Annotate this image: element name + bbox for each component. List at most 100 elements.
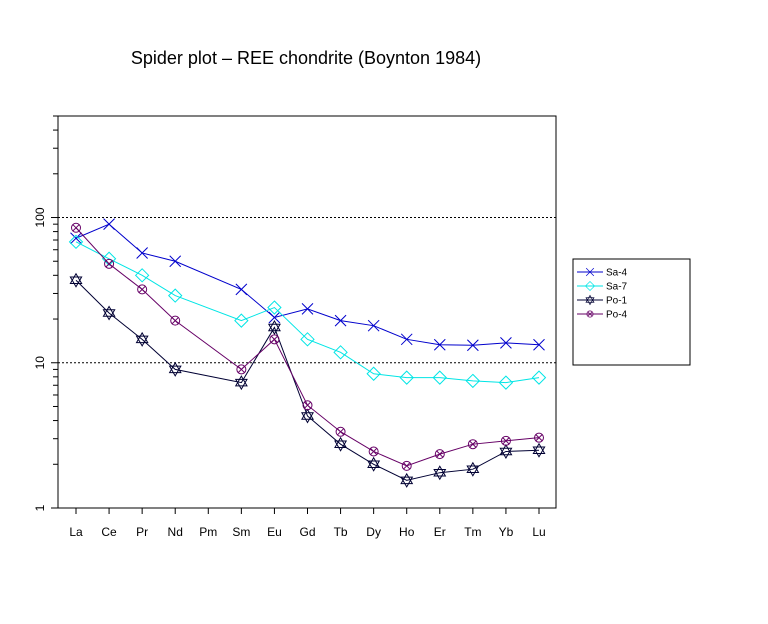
- point-sa-4-la: [70, 232, 82, 245]
- x-tick-label-ho: Ho: [399, 525, 415, 539]
- legend: Sa-4 Sa-7 Po-1 Po-4: [572, 258, 691, 366]
- x-tick-label-gd: Gd: [299, 525, 315, 539]
- series-line-po-1: [75, 279, 540, 481]
- x-tick-label-la: La: [69, 525, 83, 539]
- point-sa-7-tm: [465, 373, 481, 389]
- point-sa-7-er: [432, 370, 447, 385]
- x-tick-label-tb: Tb: [334, 525, 348, 539]
- point-sa-4-sm: [235, 283, 248, 296]
- point-po-4-eu: [269, 334, 280, 345]
- point-po-4-tb: [335, 426, 346, 437]
- series-layer: [68, 218, 547, 488]
- x-tick-label-pr: Pr: [136, 525, 148, 539]
- point-sa-4-nd: [169, 255, 182, 268]
- series-line-sa-7: [75, 241, 540, 384]
- legend-label-po-4: Po-4: [606, 310, 628, 321]
- point-sa-7-pr: [134, 268, 150, 283]
- point-po-1-eu: [267, 319, 281, 335]
- legend-marker-po-1: [585, 294, 595, 306]
- series-sa-7: [68, 234, 547, 390]
- legend-label-sa-4: Sa-4: [606, 268, 628, 279]
- point-sa-4-dy: [367, 319, 380, 332]
- point-po-1-nd: [168, 361, 182, 377]
- legend-box: [572, 258, 691, 366]
- point-sa-7-dy: [366, 366, 381, 381]
- point-sa-4-yb: [500, 337, 512, 349]
- plot-frame: [57, 115, 557, 509]
- y-tick-label: 100: [33, 207, 47, 227]
- legend-marker-sa-4: [585, 267, 595, 277]
- point-po-1-er: [433, 465, 447, 481]
- point-po-1-ce: [102, 305, 116, 321]
- point-sa-7-eu: [267, 300, 282, 315]
- point-sa-4-ho: [400, 333, 413, 346]
- point-sa-4-er: [433, 338, 446, 351]
- point-sa-7-ce: [101, 251, 117, 266]
- x-tick-label-er: Er: [434, 525, 446, 539]
- point-po-4-dy: [368, 446, 379, 457]
- legend-label-po-1: Po-1: [606, 296, 628, 307]
- point-po-1-la: [69, 272, 83, 288]
- x-tick-label-nd: Nd: [168, 525, 183, 539]
- x-tick-label-lu: Lu: [532, 525, 545, 539]
- x-tick-label-yb: Yb: [499, 525, 514, 539]
- point-po-1-tm: [466, 461, 480, 477]
- x-tick-label-ce: Ce: [101, 525, 117, 539]
- point-po-4-la: [71, 222, 81, 233]
- point-sa-4-tb: [334, 314, 347, 327]
- y-tick-label: 1: [33, 504, 47, 511]
- point-po-4-gd: [302, 400, 313, 411]
- point-sa-4-pr: [136, 247, 148, 259]
- point-sa-4-ce: [103, 218, 115, 231]
- series-po-1: [69, 272, 546, 488]
- legend-item-sa-4: Sa-4: [577, 268, 628, 279]
- point-sa-4-tm: [467, 339, 479, 352]
- legend-item-po-4: Po-4: [577, 310, 628, 321]
- legend-item-po-1: Po-1: [577, 294, 628, 307]
- point-sa-4-lu: [533, 338, 545, 351]
- point-sa-7-tb: [333, 345, 348, 360]
- point-po-1-tb: [334, 436, 348, 452]
- point-sa-7-sm: [234, 313, 249, 328]
- legend-marker-sa-7: [584, 280, 596, 292]
- chart-title: Spider plot – REE chondrite (Boynton 198…: [131, 48, 481, 68]
- point-po-1-sm: [234, 375, 248, 391]
- x-tick-label-dy: Dy: [366, 525, 381, 539]
- point-po-4-ho: [401, 460, 412, 471]
- point-sa-7-yb: [498, 375, 514, 390]
- series-line-sa-4: [75, 223, 540, 346]
- point-po-4-er: [434, 449, 445, 460]
- point-sa-7-la: [68, 234, 84, 250]
- point-po-4-sm: [236, 364, 247, 375]
- series-sa-4: [70, 218, 545, 352]
- point-sa-4-eu: [268, 311, 281, 324]
- point-sa-7-ho: [399, 370, 414, 385]
- point-po-4-ce: [104, 258, 115, 269]
- y-tick-label: 10: [33, 356, 47, 370]
- point-sa-7-nd: [168, 288, 183, 303]
- point-po-1-pr: [135, 331, 149, 347]
- x-tick-label-sm: Sm: [232, 525, 250, 539]
- point-po-4-yb: [500, 435, 511, 446]
- legend-marker-po-4: [586, 310, 594, 318]
- x-tick-label-eu: Eu: [267, 525, 282, 539]
- legend-item-sa-7: Sa-7: [577, 280, 628, 293]
- point-po-1-ho: [400, 472, 414, 488]
- plot-area: [57, 115, 557, 509]
- point-po-4-pr: [137, 284, 148, 295]
- point-po-1-yb: [499, 443, 513, 459]
- series-po-4: [71, 222, 544, 471]
- point-po-4-lu: [534, 432, 544, 443]
- legend-label-sa-7: Sa-7: [606, 282, 628, 293]
- series-line-po-4: [75, 227, 540, 467]
- point-po-4-nd: [170, 315, 181, 326]
- y-axis: 1 10 100: [33, 115, 58, 511]
- point-po-1-gd: [301, 408, 314, 424]
- x-axis: La Ce Pr Nd Pm Sm Eu Gd Tb Dy Ho Er Tm Yb Lu: [69, 508, 546, 539]
- point-sa-7-lu: [531, 370, 547, 385]
- point-po-4-tm: [467, 439, 478, 450]
- x-tick-label-tm: Tm: [464, 525, 481, 539]
- point-sa-4-gd: [301, 303, 314, 315]
- point-po-1-lu: [532, 442, 546, 458]
